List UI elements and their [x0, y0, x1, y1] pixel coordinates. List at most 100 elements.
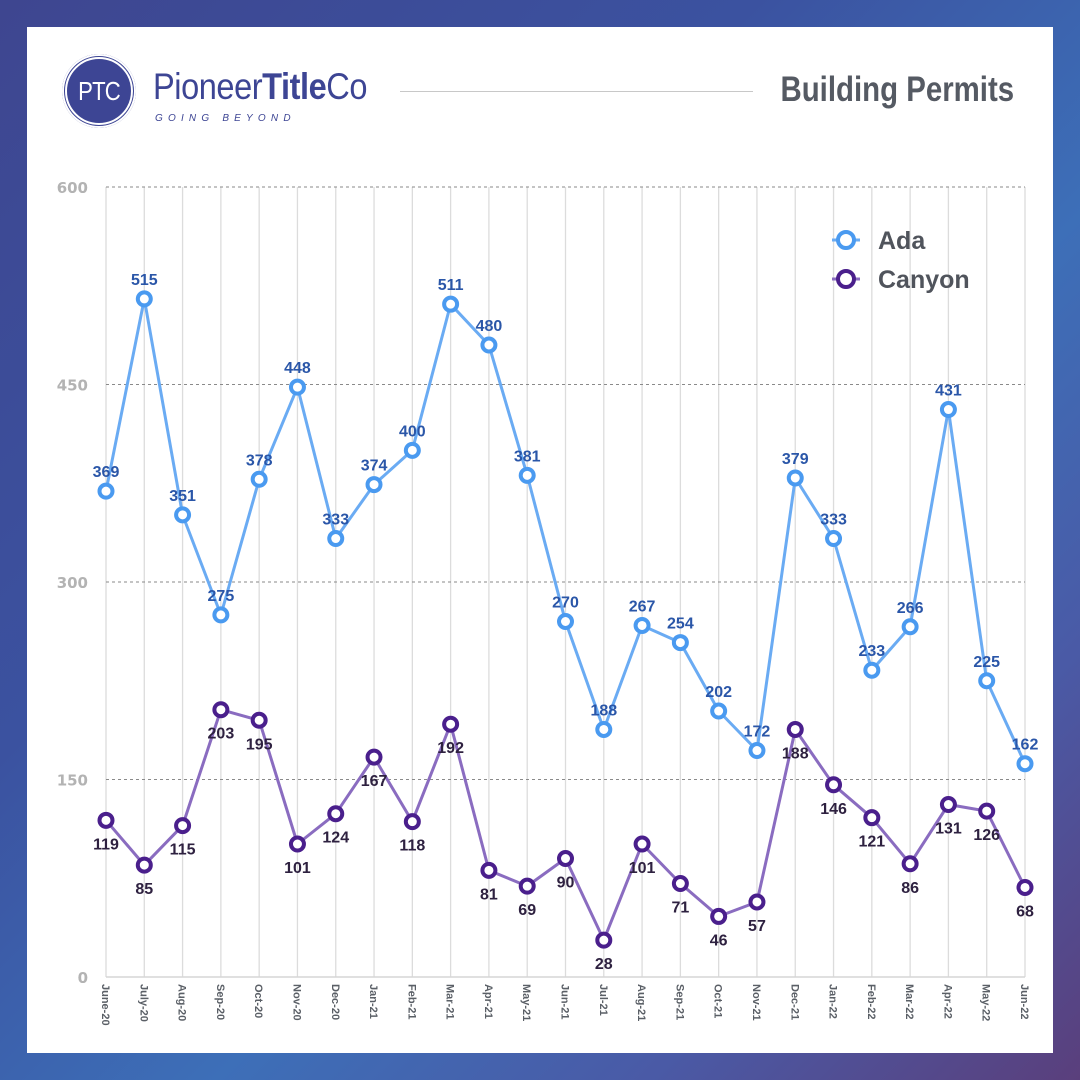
data-label-ada: 378 [246, 452, 273, 469]
data-point-ada [480, 336, 498, 354]
data-label-ada: 351 [169, 488, 196, 505]
data-label-ada: 202 [705, 684, 732, 701]
page-title: Building Permits [780, 70, 1014, 109]
data-point-ada [1016, 755, 1034, 773]
x-tick-label: Dec-21 [788, 984, 800, 1020]
brand-name-regular: Pioneer [153, 66, 263, 107]
x-tick-label: Jan-22 [827, 984, 839, 1019]
data-point-ada [288, 378, 306, 396]
data-point-ada [250, 470, 268, 488]
legend-label-ada: Ada [878, 227, 926, 255]
data-point-canyon [97, 811, 115, 829]
brand-name-suffix: Co [326, 66, 368, 107]
brand-name: PioneerTitleCo [153, 66, 368, 108]
series-points [97, 290, 1034, 949]
data-point-ada [212, 606, 230, 624]
x-tick-label: Sep-21 [673, 984, 685, 1020]
legend-marker-ada [836, 230, 856, 250]
data-label-ada: 233 [858, 643, 885, 660]
x-axis: June-20 July-20 Aug-20 Sep-20 Oct-20 Nov-20 De… [99, 984, 1030, 1026]
data-point-ada [365, 476, 383, 494]
data-point-canyon [1016, 878, 1034, 896]
data-label-ada: 379 [782, 451, 809, 468]
data-label-canyon: 121 [858, 834, 885, 851]
data-point-ada [442, 295, 460, 313]
x-tick-label: Aug-20 [176, 984, 188, 1021]
data-point-ada [863, 661, 881, 679]
data-label-canyon: 85 [135, 881, 153, 898]
data-point-canyon [671, 875, 689, 893]
data-point-canyon [288, 835, 306, 853]
data-label-canyon: 146 [820, 801, 847, 818]
data-point-canyon [365, 748, 383, 766]
data-point-ada [403, 441, 421, 459]
data-label-canyon: 71 [671, 900, 689, 917]
brand-name-bold: Title [262, 66, 327, 107]
y-tick-label: 0 [78, 969, 88, 987]
y-tick-label: 450 [57, 377, 88, 395]
x-tick-label: Apr-21 [482, 984, 494, 1019]
data-label-canyon: 167 [361, 773, 388, 790]
data-point-ada [978, 672, 996, 690]
brand-tagline: GOING BEYOND [155, 113, 296, 124]
x-tick-label: Aug-21 [635, 984, 647, 1021]
data-point-ada [135, 290, 153, 308]
data-label-ada: 333 [820, 512, 847, 529]
data-point-canyon [480, 861, 498, 879]
data-label-canyon: 28 [595, 956, 613, 973]
data-point-canyon [250, 711, 268, 729]
data-point-ada [97, 482, 115, 500]
x-tick-label: Feb-21 [405, 984, 417, 1019]
data-label-ada: 374 [361, 458, 388, 475]
x-tick-label: Sep-20 [214, 984, 226, 1020]
data-point-ada [748, 742, 766, 760]
x-tick-label: Jan-21 [367, 984, 379, 1019]
data-point-canyon [135, 856, 153, 874]
data-point-canyon [901, 855, 919, 873]
data-point-ada [633, 616, 651, 634]
data-point-canyon [518, 877, 536, 895]
data-label-canyon: 118 [399, 838, 425, 855]
data-label-canyon: 115 [170, 842, 196, 859]
data-label-canyon: 101 [629, 860, 656, 877]
logo-badge: PTC [62, 54, 136, 128]
data-label-canyon: 46 [710, 932, 728, 949]
data-label-ada: 448 [284, 360, 311, 377]
data-label-canyon: 195 [246, 736, 273, 753]
data-point-canyon [863, 809, 881, 827]
data-point-canyon [939, 796, 957, 814]
x-tick-label: July-20 [137, 984, 149, 1022]
x-tick-label: Mar-21 [444, 984, 456, 1019]
data-point-ada [710, 702, 728, 720]
header-divider [400, 91, 753, 92]
x-tick-label: Dec-20 [329, 984, 341, 1020]
y-tick-label: 150 [57, 772, 88, 790]
legend-label-canyon: Canyon [878, 266, 970, 294]
x-tick-label: Jun-22 [1018, 984, 1030, 1019]
data-label-canyon: 119 [93, 836, 119, 853]
data-label-ada: 267 [629, 598, 656, 615]
x-tick-label: Feb-22 [865, 984, 877, 1019]
data-label-ada: 515 [131, 272, 158, 289]
data-label-canyon: 90 [557, 875, 575, 892]
x-tick-label: May-21 [520, 984, 532, 1021]
legend: Ada Canyon [832, 227, 970, 294]
data-label-ada: 254 [667, 616, 694, 633]
x-tick-label: Oct-20 [252, 984, 264, 1018]
data-label-ada: 333 [322, 512, 349, 529]
data-point-ada [825, 530, 843, 548]
data-label-ada: 275 [208, 588, 235, 605]
data-label-ada: 162 [1012, 737, 1039, 754]
legend-marker-canyon [836, 269, 856, 289]
data-point-canyon [825, 776, 843, 794]
data-label-ada: 225 [973, 654, 1000, 671]
data-point-ada [174, 506, 192, 524]
data-label-ada: 188 [590, 702, 617, 719]
data-label-canyon: 131 [935, 821, 962, 838]
data-point-canyon [403, 813, 421, 831]
data-point-ada [939, 401, 957, 419]
data-point-ada [671, 634, 689, 652]
data-point-canyon [595, 931, 613, 949]
data-label-ada: 431 [935, 383, 962, 400]
data-point-canyon [633, 835, 651, 853]
